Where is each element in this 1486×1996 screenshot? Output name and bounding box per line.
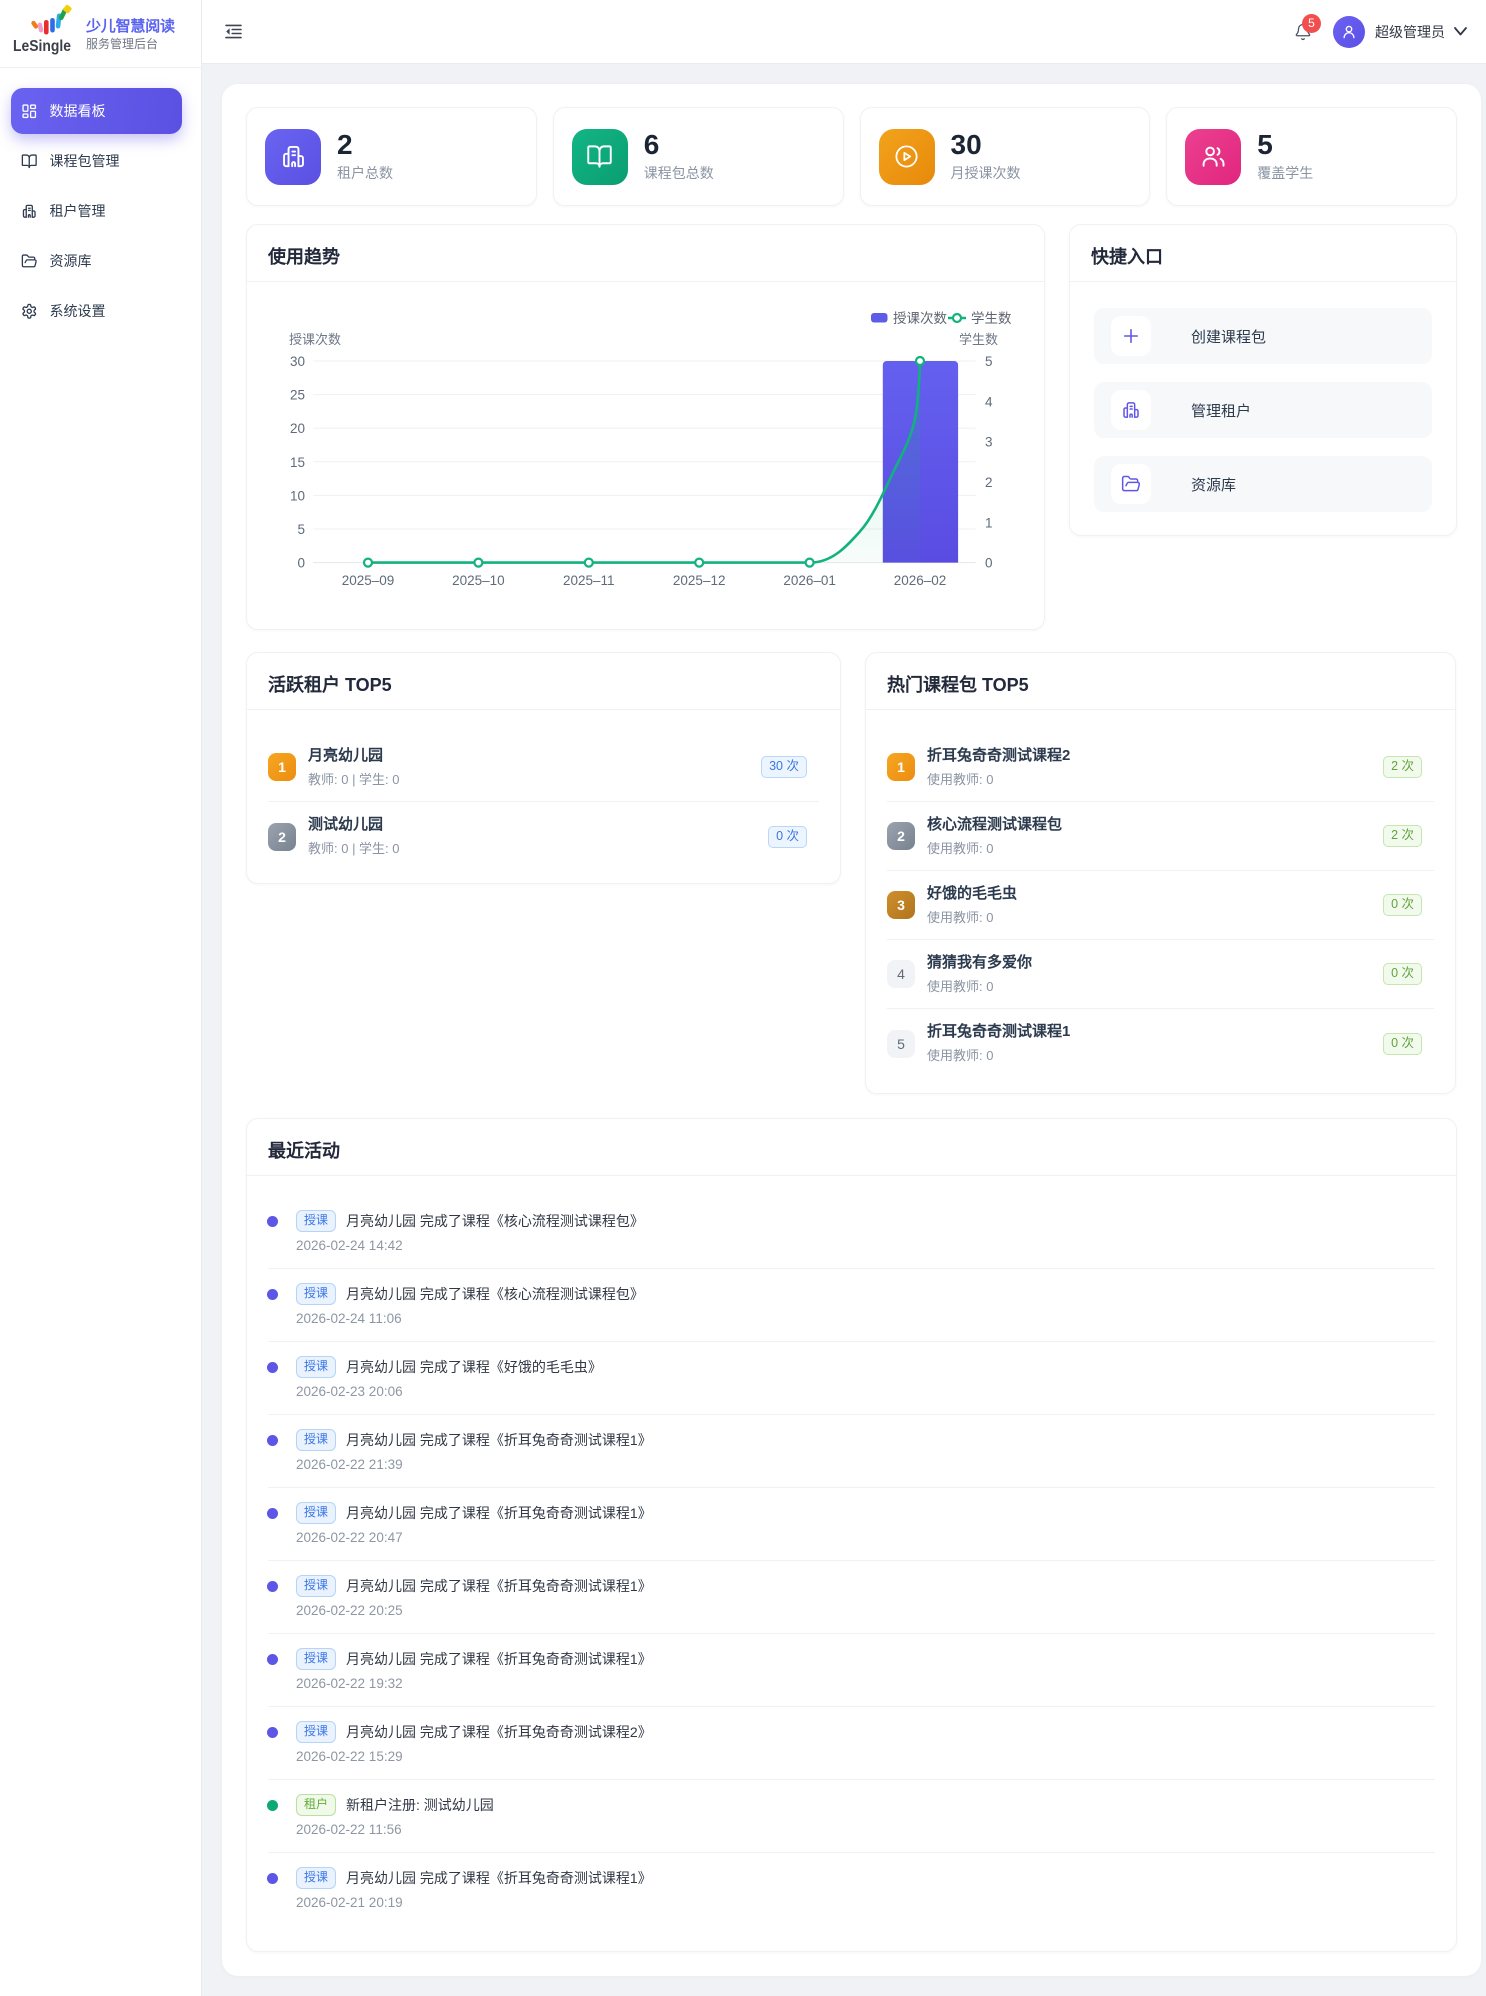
- svg-text:2025–09: 2025–09: [342, 573, 395, 588]
- svg-text:学生数: 学生数: [959, 332, 998, 347]
- svg-text:0: 0: [297, 556, 305, 571]
- svg-text:授课次数: 授课次数: [289, 332, 341, 347]
- svg-text:20: 20: [290, 421, 305, 436]
- svg-text:4: 4: [985, 394, 993, 409]
- svg-text:授课次数: 授课次数: [893, 311, 947, 326]
- svg-text:10: 10: [290, 488, 305, 503]
- svg-text:25: 25: [290, 388, 305, 403]
- svg-text:学生数: 学生数: [971, 311, 1012, 326]
- svg-text:2026–01: 2026–01: [783, 573, 836, 588]
- svg-text:1: 1: [985, 515, 993, 530]
- svg-text:LeSingle: LeSingle: [13, 38, 71, 55]
- svg-text:2025–12: 2025–12: [673, 573, 726, 588]
- svg-text:2026–02: 2026–02: [894, 573, 947, 588]
- svg-text:30: 30: [290, 354, 305, 369]
- svg-text:15: 15: [290, 455, 305, 470]
- svg-text:5: 5: [297, 522, 305, 537]
- svg-text:2025–11: 2025–11: [563, 573, 615, 588]
- svg-text:5: 5: [985, 354, 993, 369]
- svg-text:2025–10: 2025–10: [452, 573, 505, 588]
- svg-text:0: 0: [985, 556, 993, 571]
- svg-text:2: 2: [985, 475, 993, 490]
- svg-text:3: 3: [985, 435, 993, 450]
